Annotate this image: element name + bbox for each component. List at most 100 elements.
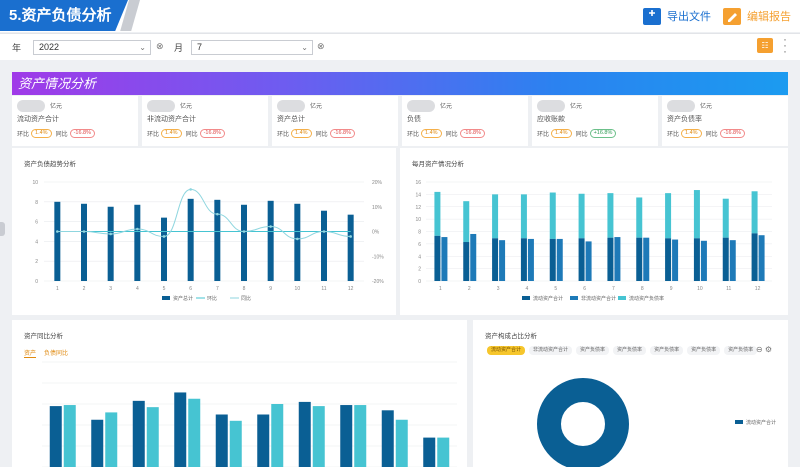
composition-tab[interactable]: 资产负债率 bbox=[576, 346, 610, 355]
bar bbox=[91, 419, 104, 467]
kpi-card: 亿元 资产总计 环比 1.4% 同比 -16.8% bbox=[272, 96, 398, 146]
x-tick-label: 7 bbox=[216, 286, 219, 292]
kpi-value-placeholder bbox=[667, 100, 695, 112]
kpi-unit: 亿元 bbox=[50, 104, 63, 110]
composition-tab[interactable]: 非流动资产合计 bbox=[529, 346, 573, 355]
x-tick-label: 10 bbox=[697, 286, 703, 292]
bar bbox=[107, 206, 114, 281]
series-line-yoy bbox=[57, 188, 351, 240]
composition-tab[interactable]: 资产负债率 bbox=[687, 346, 721, 355]
composition-tabs: 流动资产合计 非流动资产合计 资产负债率 资产负债率 资产负债率 资产负债率 资产负债率 bbox=[487, 346, 758, 355]
bar bbox=[693, 238, 700, 281]
bar bbox=[700, 240, 707, 281]
bar bbox=[81, 203, 87, 281]
tab-assets[interactable]: 资产 bbox=[24, 348, 37, 358]
bar-stack-top bbox=[751, 191, 758, 234]
y-tick-label: 4 bbox=[35, 239, 38, 245]
bar bbox=[578, 238, 585, 281]
x-tick-label: 8 bbox=[641, 286, 644, 292]
x-tick-label: 9 bbox=[269, 286, 272, 292]
export-button[interactable]: 导出文件 bbox=[643, 7, 711, 25]
bar bbox=[187, 198, 194, 281]
x-tick-label: 7 bbox=[612, 286, 615, 292]
more-options-icon[interactable]: · · · bbox=[783, 32, 787, 58]
composition-tab[interactable]: 资产负债率 bbox=[613, 346, 647, 355]
bar bbox=[241, 204, 247, 281]
bar bbox=[161, 217, 167, 281]
x-tick-label: 11 bbox=[726, 286, 731, 292]
year-value: 2022 bbox=[39, 42, 60, 52]
kpi-value-placeholder bbox=[537, 100, 565, 112]
kpi-card: 亿元 非流动资产合计 环比 1.4% 同比 -16.8% bbox=[142, 96, 268, 146]
bar bbox=[174, 392, 187, 467]
bar bbox=[271, 404, 284, 467]
kpi-compare-row: 环比 1.4% 同比 +16.8% bbox=[537, 129, 620, 138]
kpi-compare-label: 环比 bbox=[147, 132, 160, 138]
bar bbox=[607, 237, 614, 281]
kpi-compare-row: 环比 1.4% 同比 -16.8% bbox=[667, 129, 749, 138]
kpi-compare-label: 环比 bbox=[667, 132, 680, 138]
yoy-chart bbox=[42, 361, 457, 467]
kpi-unit: 亿元 bbox=[440, 104, 453, 110]
kpi-mom-badge: 1.4% bbox=[161, 129, 182, 138]
y-tick-label: 2 bbox=[418, 267, 421, 273]
kpi-name: 应收账款 bbox=[537, 116, 565, 123]
bar bbox=[463, 242, 470, 281]
query-button[interactable]: ☷ bbox=[757, 38, 773, 53]
year-clear-icon[interactable]: ⊗ bbox=[156, 41, 164, 51]
kpi-compare-label: 环比 bbox=[407, 132, 420, 138]
y2-tick-label: 20% bbox=[372, 180, 383, 186]
x-tick-label: 6 bbox=[583, 286, 586, 292]
legend-label: 流动资产合计 bbox=[533, 295, 563, 302]
bar-stack-top bbox=[520, 194, 527, 239]
bar bbox=[441, 237, 448, 281]
kpi-card: 亿元 应收账款 环比 1.4% 同比 +16.8% bbox=[532, 96, 658, 146]
y-tick-label: 8 bbox=[35, 200, 38, 206]
bar bbox=[556, 238, 563, 281]
side-collapse-handle[interactable] bbox=[0, 222, 5, 236]
month-clear-icon[interactable]: ⊗ bbox=[317, 41, 325, 51]
kpi-mom-badge: 1.4% bbox=[291, 129, 312, 138]
y-tick-label: 14 bbox=[415, 192, 421, 198]
composition-tab[interactable]: 资产负债率 bbox=[650, 346, 684, 355]
legend-label: 同比 bbox=[241, 295, 251, 302]
composition-tab[interactable]: 资产负债率 bbox=[724, 346, 758, 355]
legend-label: 流动资产合计 bbox=[746, 419, 776, 426]
zoom-icon[interactable]: ⊖ bbox=[755, 345, 763, 354]
edit-report-button[interactable]: 编辑报告 bbox=[723, 7, 791, 25]
year-label: 年 bbox=[12, 43, 22, 53]
kpi-name: 资产总计 bbox=[277, 116, 305, 123]
bar bbox=[499, 240, 506, 281]
kpi-unit: 亿元 bbox=[700, 104, 713, 110]
bar-stack-top bbox=[434, 191, 441, 236]
monthly-chart-panel: 每月资产情况分析 0 2 4 6 8 10 12 14 16 1 2 3 4 5 6 7 8 9 10 11 12 流动资… bbox=[400, 148, 788, 315]
bar bbox=[665, 238, 672, 281]
y-tick-label: 10 bbox=[32, 180, 38, 186]
kpi-unit: 亿元 bbox=[180, 104, 193, 110]
year-select[interactable]: 2022 ⌄ bbox=[33, 40, 151, 55]
bar bbox=[354, 405, 367, 467]
kpi-value-placeholder bbox=[147, 100, 175, 112]
x-tick-label: 1 bbox=[439, 286, 442, 292]
kpi-name: 非流动资产合计 bbox=[147, 116, 196, 123]
bar bbox=[132, 400, 145, 467]
kpi-name: 流动资产合计 bbox=[17, 116, 59, 123]
settings-icon[interactable]: ⚙ bbox=[764, 345, 772, 354]
tab-liabilities-yoy[interactable]: 负债同比 bbox=[44, 351, 69, 357]
x-tick-label: 3 bbox=[497, 286, 500, 292]
y2-tick-label: 0% bbox=[372, 230, 380, 236]
bar bbox=[520, 238, 527, 281]
x-tick-label: 5 bbox=[163, 286, 166, 292]
kpi-name: 资产负债率 bbox=[667, 116, 702, 123]
y-tick-label: 6 bbox=[418, 242, 421, 248]
bar bbox=[549, 238, 556, 281]
kpi-yoy-badge: -16.8% bbox=[719, 129, 746, 138]
month-value: 7 bbox=[197, 42, 203, 52]
month-select[interactable]: 7 ⌄ bbox=[191, 40, 313, 55]
kpi-yoy-badge: -16.8% bbox=[199, 129, 226, 138]
y-tick-label: 0 bbox=[418, 279, 421, 285]
yoy-point bbox=[189, 188, 192, 191]
composition-tab[interactable]: 流动资产合计 bbox=[487, 346, 526, 355]
kpi-compare-row: 环比 1.4% 同比 -16.8% bbox=[17, 129, 99, 138]
